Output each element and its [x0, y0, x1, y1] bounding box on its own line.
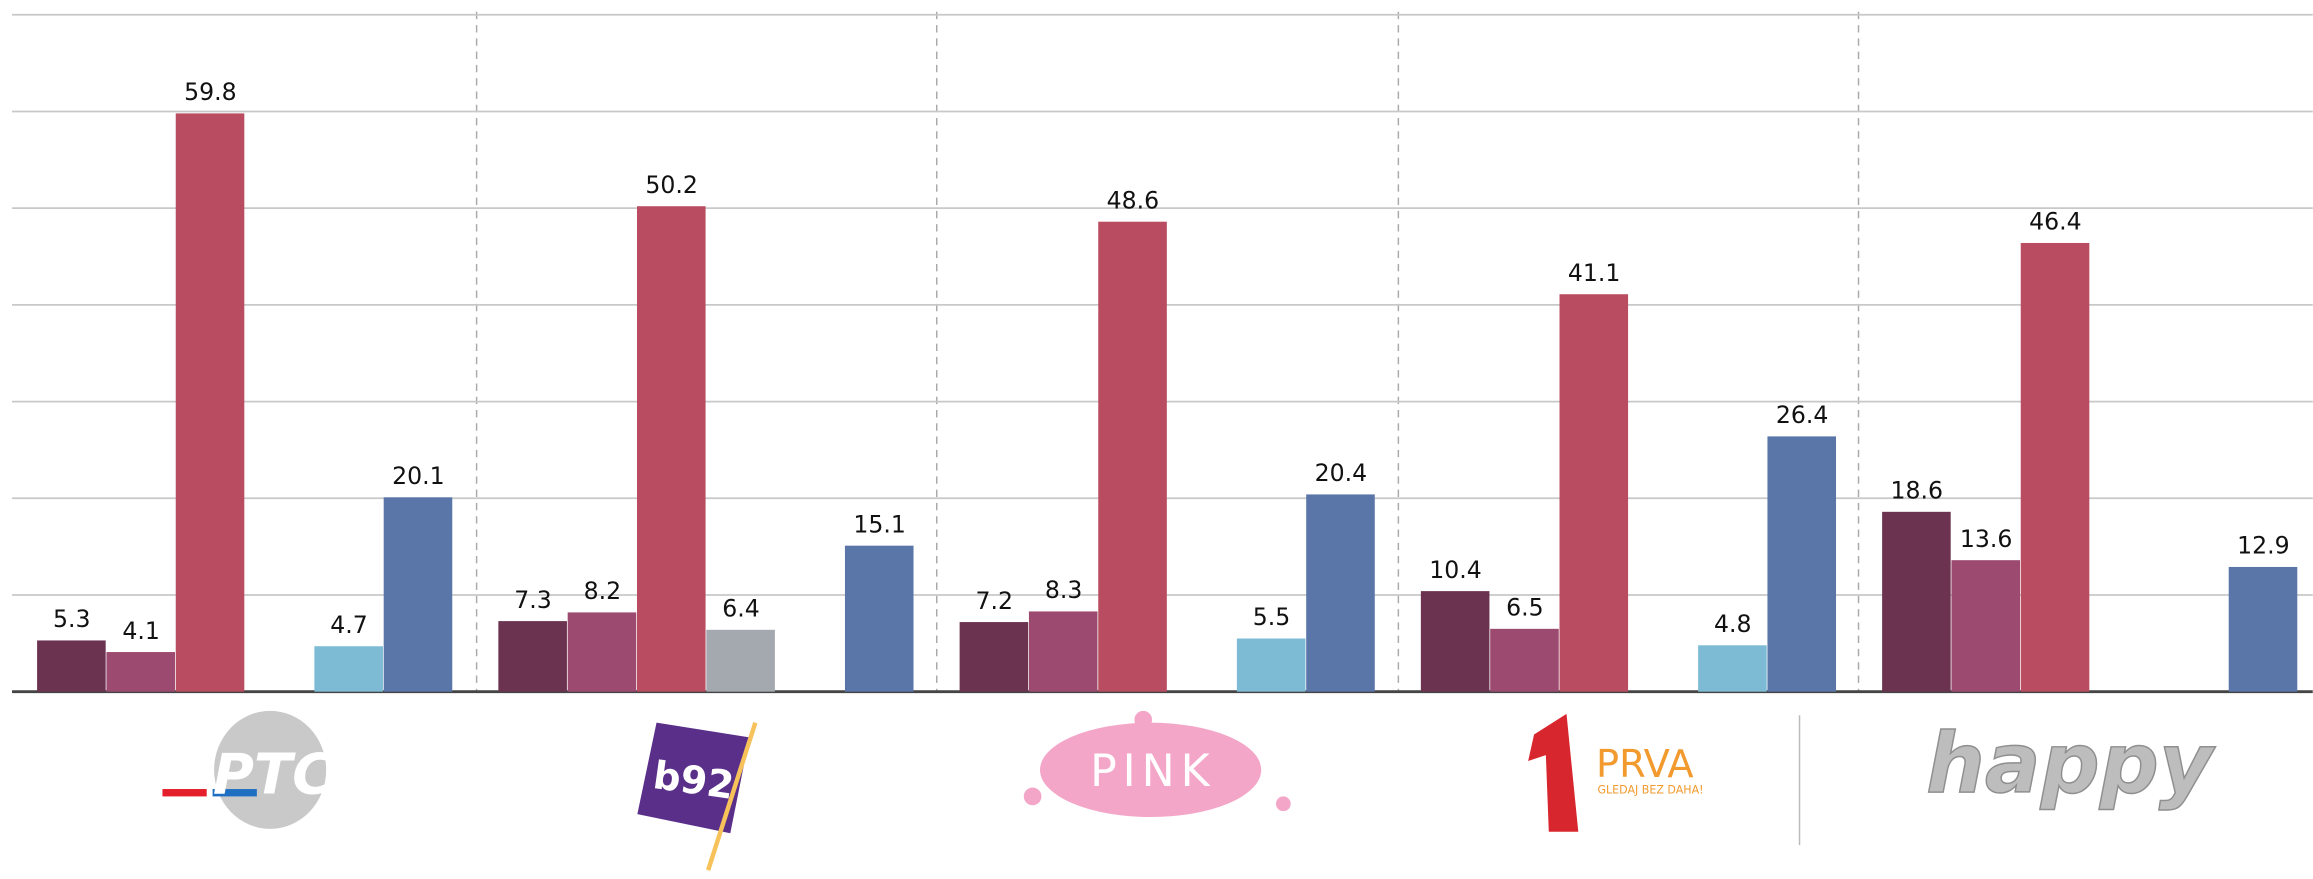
category-label: PRVA [1596, 742, 1694, 787]
annotation: GLEDAJ BEZ DAHA! [1597, 783, 1703, 796]
bar [1098, 221, 1167, 692]
value-label: 48.6 [1107, 186, 1160, 214]
bar [1490, 628, 1559, 692]
bar [1236, 638, 1306, 692]
prva-logo [1528, 713, 1579, 832]
value-label: 46.4 [2029, 208, 2082, 236]
rts-shape [214, 710, 327, 829]
bar [567, 612, 637, 692]
value-label: 8.2 [584, 577, 622, 605]
bar [1767, 436, 1837, 692]
value-label: 26.4 [1776, 401, 1829, 429]
rts-stripe [212, 789, 257, 797]
bar [2020, 242, 2090, 692]
value-label: 18.6 [1891, 477, 1944, 505]
b92-logo [637, 721, 758, 871]
value-label: 6.5 [1506, 594, 1543, 622]
value-label: 6.4 [722, 595, 760, 623]
value-label: 20.1 [392, 462, 444, 490]
bar [844, 545, 914, 692]
category-label: happy [1926, 716, 2216, 812]
value-label: 13.6 [1960, 525, 2013, 553]
bar [1306, 494, 1375, 692]
value-label: 12.9 [2237, 532, 2290, 560]
bar [175, 113, 245, 692]
bar [1698, 645, 1767, 692]
bar [106, 652, 175, 692]
value-label: 41.1 [1568, 259, 1621, 287]
bar [1028, 611, 1098, 692]
value-label: 15.1 [853, 510, 906, 538]
value-label: 20.4 [1315, 459, 1368, 487]
pink-splat [1039, 722, 1262, 818]
value-label: 4.8 [1714, 610, 1752, 638]
bar [498, 621, 567, 692]
pink-drop [1023, 787, 1042, 806]
bar [636, 206, 706, 692]
category-label: PINK [1090, 746, 1215, 797]
bar [314, 646, 383, 692]
value-label: 7.2 [976, 587, 1014, 615]
bar [1882, 511, 1951, 692]
bar [1951, 560, 2021, 692]
value-label: 5.5 [1253, 603, 1291, 631]
bar [1420, 591, 1490, 692]
value-label: 50.2 [645, 171, 698, 199]
pink-drop [1134, 710, 1153, 729]
pink-drop [1275, 796, 1291, 812]
bar [1559, 294, 1629, 692]
value-label: 8.3 [1045, 576, 1083, 604]
value-label: 4.7 [330, 611, 367, 639]
value-label: 5.3 [53, 605, 91, 633]
rts-stripe [162, 789, 207, 797]
bar [383, 497, 453, 692]
value-label: 59.8 [184, 78, 237, 106]
value-label: 7.3 [514, 586, 552, 614]
category-label: b92 [650, 753, 736, 809]
rts-logo [162, 710, 327, 829]
bar [2228, 566, 2298, 692]
bar [706, 629, 775, 692]
bar [959, 622, 1029, 692]
category-label: РТС [213, 742, 333, 807]
prva-one [1528, 713, 1579, 832]
value-label: 10.4 [1429, 556, 1482, 584]
b92-flare [706, 721, 758, 871]
bar [37, 640, 106, 692]
group-dividers [475, 11, 1860, 692]
value-label: 4.1 [122, 617, 159, 645]
b92-shape [637, 722, 750, 834]
pink-logo [1023, 710, 1291, 818]
